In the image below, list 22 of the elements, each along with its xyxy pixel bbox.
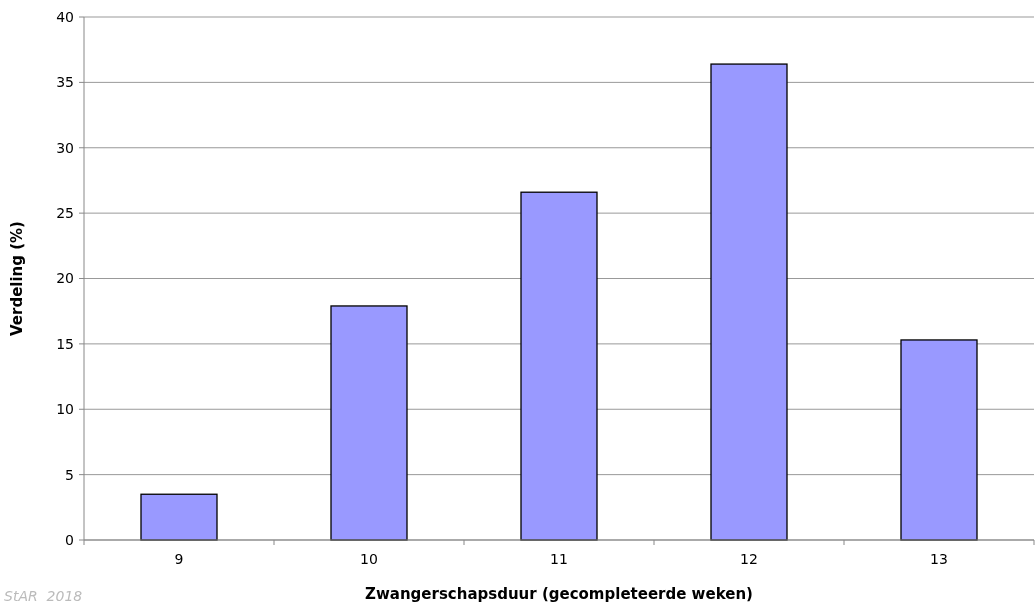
y-tick-label: 20 [56,270,74,287]
x-tick-label: 13 [930,551,948,567]
y-tick-label: 35 [56,74,74,91]
x-tick-label: 9 [174,551,184,567]
bar [900,339,978,541]
bar [140,493,218,541]
x-tick-label: 11 [550,551,568,567]
x-tick-label: 10 [360,551,378,567]
y-tick-label: 25 [56,205,74,222]
x-tick-label: 12 [740,551,758,567]
y-tick-label: 40 [56,8,74,25]
y-tick-label: 5 [65,466,74,483]
y-tick-label: 10 [56,401,74,418]
y-tick-label: 0 [65,531,74,548]
x-axis-title: Zwangerschapsduur (gecompleteerde weken) [365,585,753,603]
bar [710,63,788,541]
y-axis-title: Verdeling (%) [8,221,26,336]
text: StAR 2018 [4,588,83,604]
bar [330,305,408,541]
y-tick-label: 30 [56,139,74,156]
bar [520,191,598,541]
y-tick-label: 15 [56,335,74,352]
